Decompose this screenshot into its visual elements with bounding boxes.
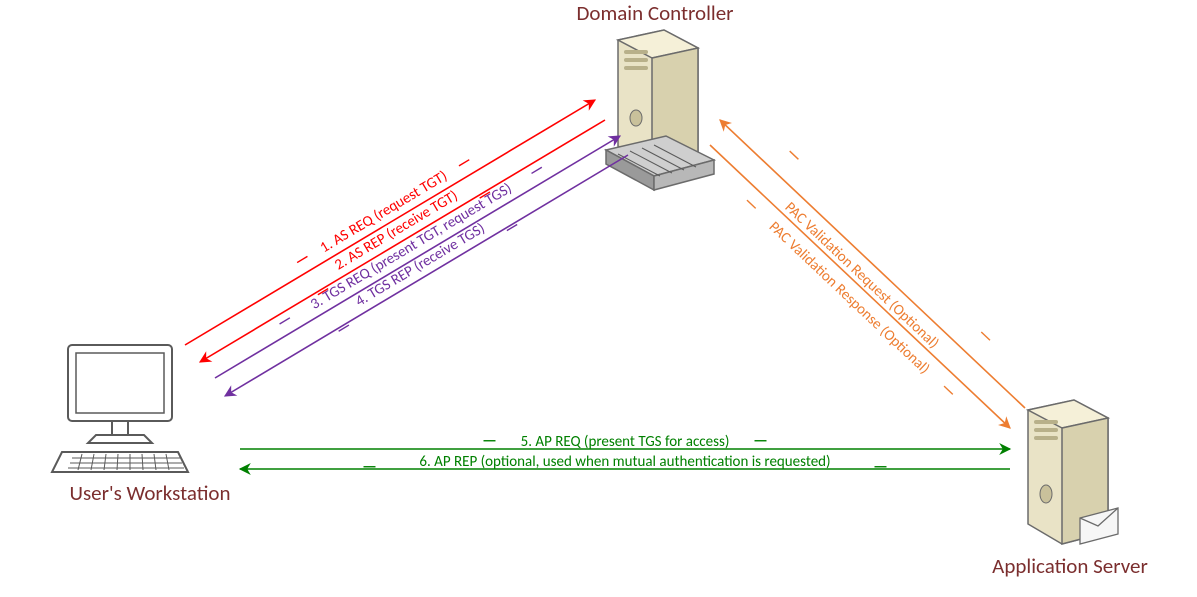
edge-tgs_rep: 4. TGS REP (receive TGS) — [214, 137, 629, 398]
edge-pac_rep: PAC Validation Response (Optional) — [693, 145, 1010, 446]
message-arrows: 1. AS REQ (request TGT)2. AS REP (receiv… — [174, 82, 1042, 471]
edge-as_rep: 2. AS REP (receive TGT) — [189, 102, 606, 364]
domain-controller-icon — [606, 30, 714, 190]
edge-ap_req: 5. AP REQ (present TGS for access) — [240, 433, 1010, 451]
edge-pac_req: PAC Validation Request (Optional) — [703, 102, 1042, 427]
edge-label-ap_rep: 6. AP REP (optional, used when mutual au… — [419, 453, 830, 471]
kerberos-flow-diagram: User's Workstation Domain Controller App… — [0, 0, 1197, 597]
domain-controller-label: Domain Controller — [576, 0, 733, 26]
edge-tgs_req: 3. TGS REQ (present TGT, request TGS) — [204, 118, 620, 378]
application-server-icon — [1028, 400, 1118, 544]
edge-as_req: 1. AS REQ (request TGT) — [174, 82, 595, 345]
edge-ap_rep: 6. AP REP (optional, used when mutual au… — [240, 453, 1010, 471]
workstation-label: User's Workstation — [69, 480, 230, 506]
edge-label-pac_req: PAC Validation Request (Optional) — [781, 199, 943, 353]
workstation-icon — [52, 345, 188, 472]
application-server-label: Application Server — [992, 553, 1148, 579]
edge-label-ap_req: 5. AP REQ (present TGS for access) — [521, 433, 730, 451]
